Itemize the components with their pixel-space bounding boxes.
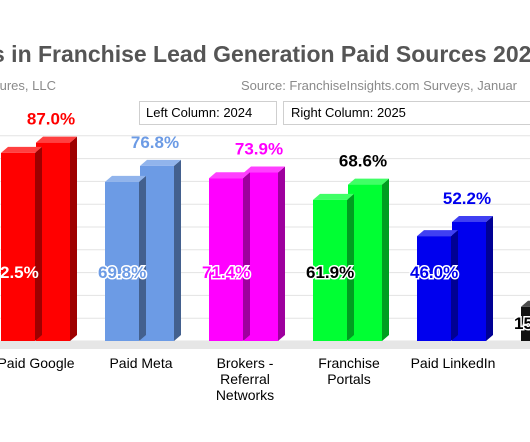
value-label-2024-0: 2.5% [0, 263, 39, 282]
bar-2025-4-top [452, 215, 493, 222]
chart-floor [0, 341, 530, 349]
bar-2024-1-top [105, 175, 146, 182]
bar-2024-3-side [347, 193, 354, 341]
legend-left-column: Left Column: 2024 [139, 101, 277, 125]
bar-2025-0-top [36, 136, 77, 143]
value-label-2025-0: 87.0% [27, 110, 75, 129]
value-label-2024-5: 15 [514, 314, 530, 333]
value-label-2025-2: 73.9% [235, 140, 283, 159]
bar-2024-4-front [417, 236, 451, 341]
bar-2024-0 [1, 146, 42, 341]
bar-2025-1 [140, 159, 181, 341]
bar-2024-2-front [209, 178, 243, 341]
bar-2025-0 [36, 136, 77, 341]
value-label-2025-1: 76.8% [131, 133, 179, 152]
category-label-2: Networks [216, 387, 274, 403]
bar-2024-1 [105, 175, 146, 341]
category-label-3: Portals [327, 371, 371, 387]
publisher-subtitle: tures, LLC [0, 78, 56, 93]
bar-2025-3-side [382, 178, 389, 341]
category-label-1: Paid Meta [109, 355, 172, 371]
bar-2025-2 [244, 166, 285, 341]
category-label-2: Brokers - [217, 355, 274, 371]
value-label-2024-1: 69.8% [98, 263, 146, 282]
bar-2024-0-front [1, 152, 35, 341]
bar-2024-3-top [313, 193, 354, 200]
bar-2025-3-top [348, 178, 389, 185]
bar-2024-0-side [35, 146, 42, 341]
bar-2024-4-side [451, 230, 458, 341]
chart-title: s in Franchise Lead Generation Paid Sour… [0, 41, 530, 67]
bar-2024-0-top [1, 146, 42, 153]
category-label-3: Franchise [318, 355, 380, 371]
bar-2024-4 [417, 230, 458, 341]
value-label-2024-2: 71.4% [202, 263, 250, 282]
bar-2025-0-side [70, 136, 77, 341]
value-label-2025-3: 68.6% [339, 152, 387, 171]
bar-2024-5-top [521, 300, 530, 307]
value-label-2024-4: 46.0% [410, 263, 458, 282]
category-label-2: Referral [220, 371, 270, 387]
bar-2025-2-top [244, 166, 285, 173]
bar-2024-1-side [139, 175, 146, 341]
bar-2025-1-top [140, 159, 181, 166]
legend-right-column: Right Column: 2025 [283, 101, 530, 125]
bar-2025-2-side [278, 166, 285, 341]
bar-2024-5-front [521, 306, 530, 341]
bar-2025-4-side [486, 215, 493, 341]
bar-2024-2-top [209, 172, 250, 179]
source-subtitle: Source: FranchiseInsights.com Surveys, J… [241, 78, 518, 93]
bar-2025-1-side [174, 159, 181, 341]
bar-2024-3 [313, 193, 354, 341]
category-label-4: Paid LinkedIn [411, 355, 496, 371]
bar-2024-1-front [105, 181, 139, 341]
value-label-2025-4: 52.2% [443, 189, 491, 208]
bar-2024-4-top [417, 230, 458, 237]
bar-2024-2 [209, 172, 250, 341]
bar-2024-5 [521, 300, 530, 341]
category-label-0: Paid Google [0, 355, 75, 371]
bar-2024-2-side [243, 172, 250, 341]
bar-2025-3 [348, 178, 389, 341]
value-label-2024-3: 61.9% [306, 263, 354, 282]
bar-2024-3-front [313, 199, 347, 341]
